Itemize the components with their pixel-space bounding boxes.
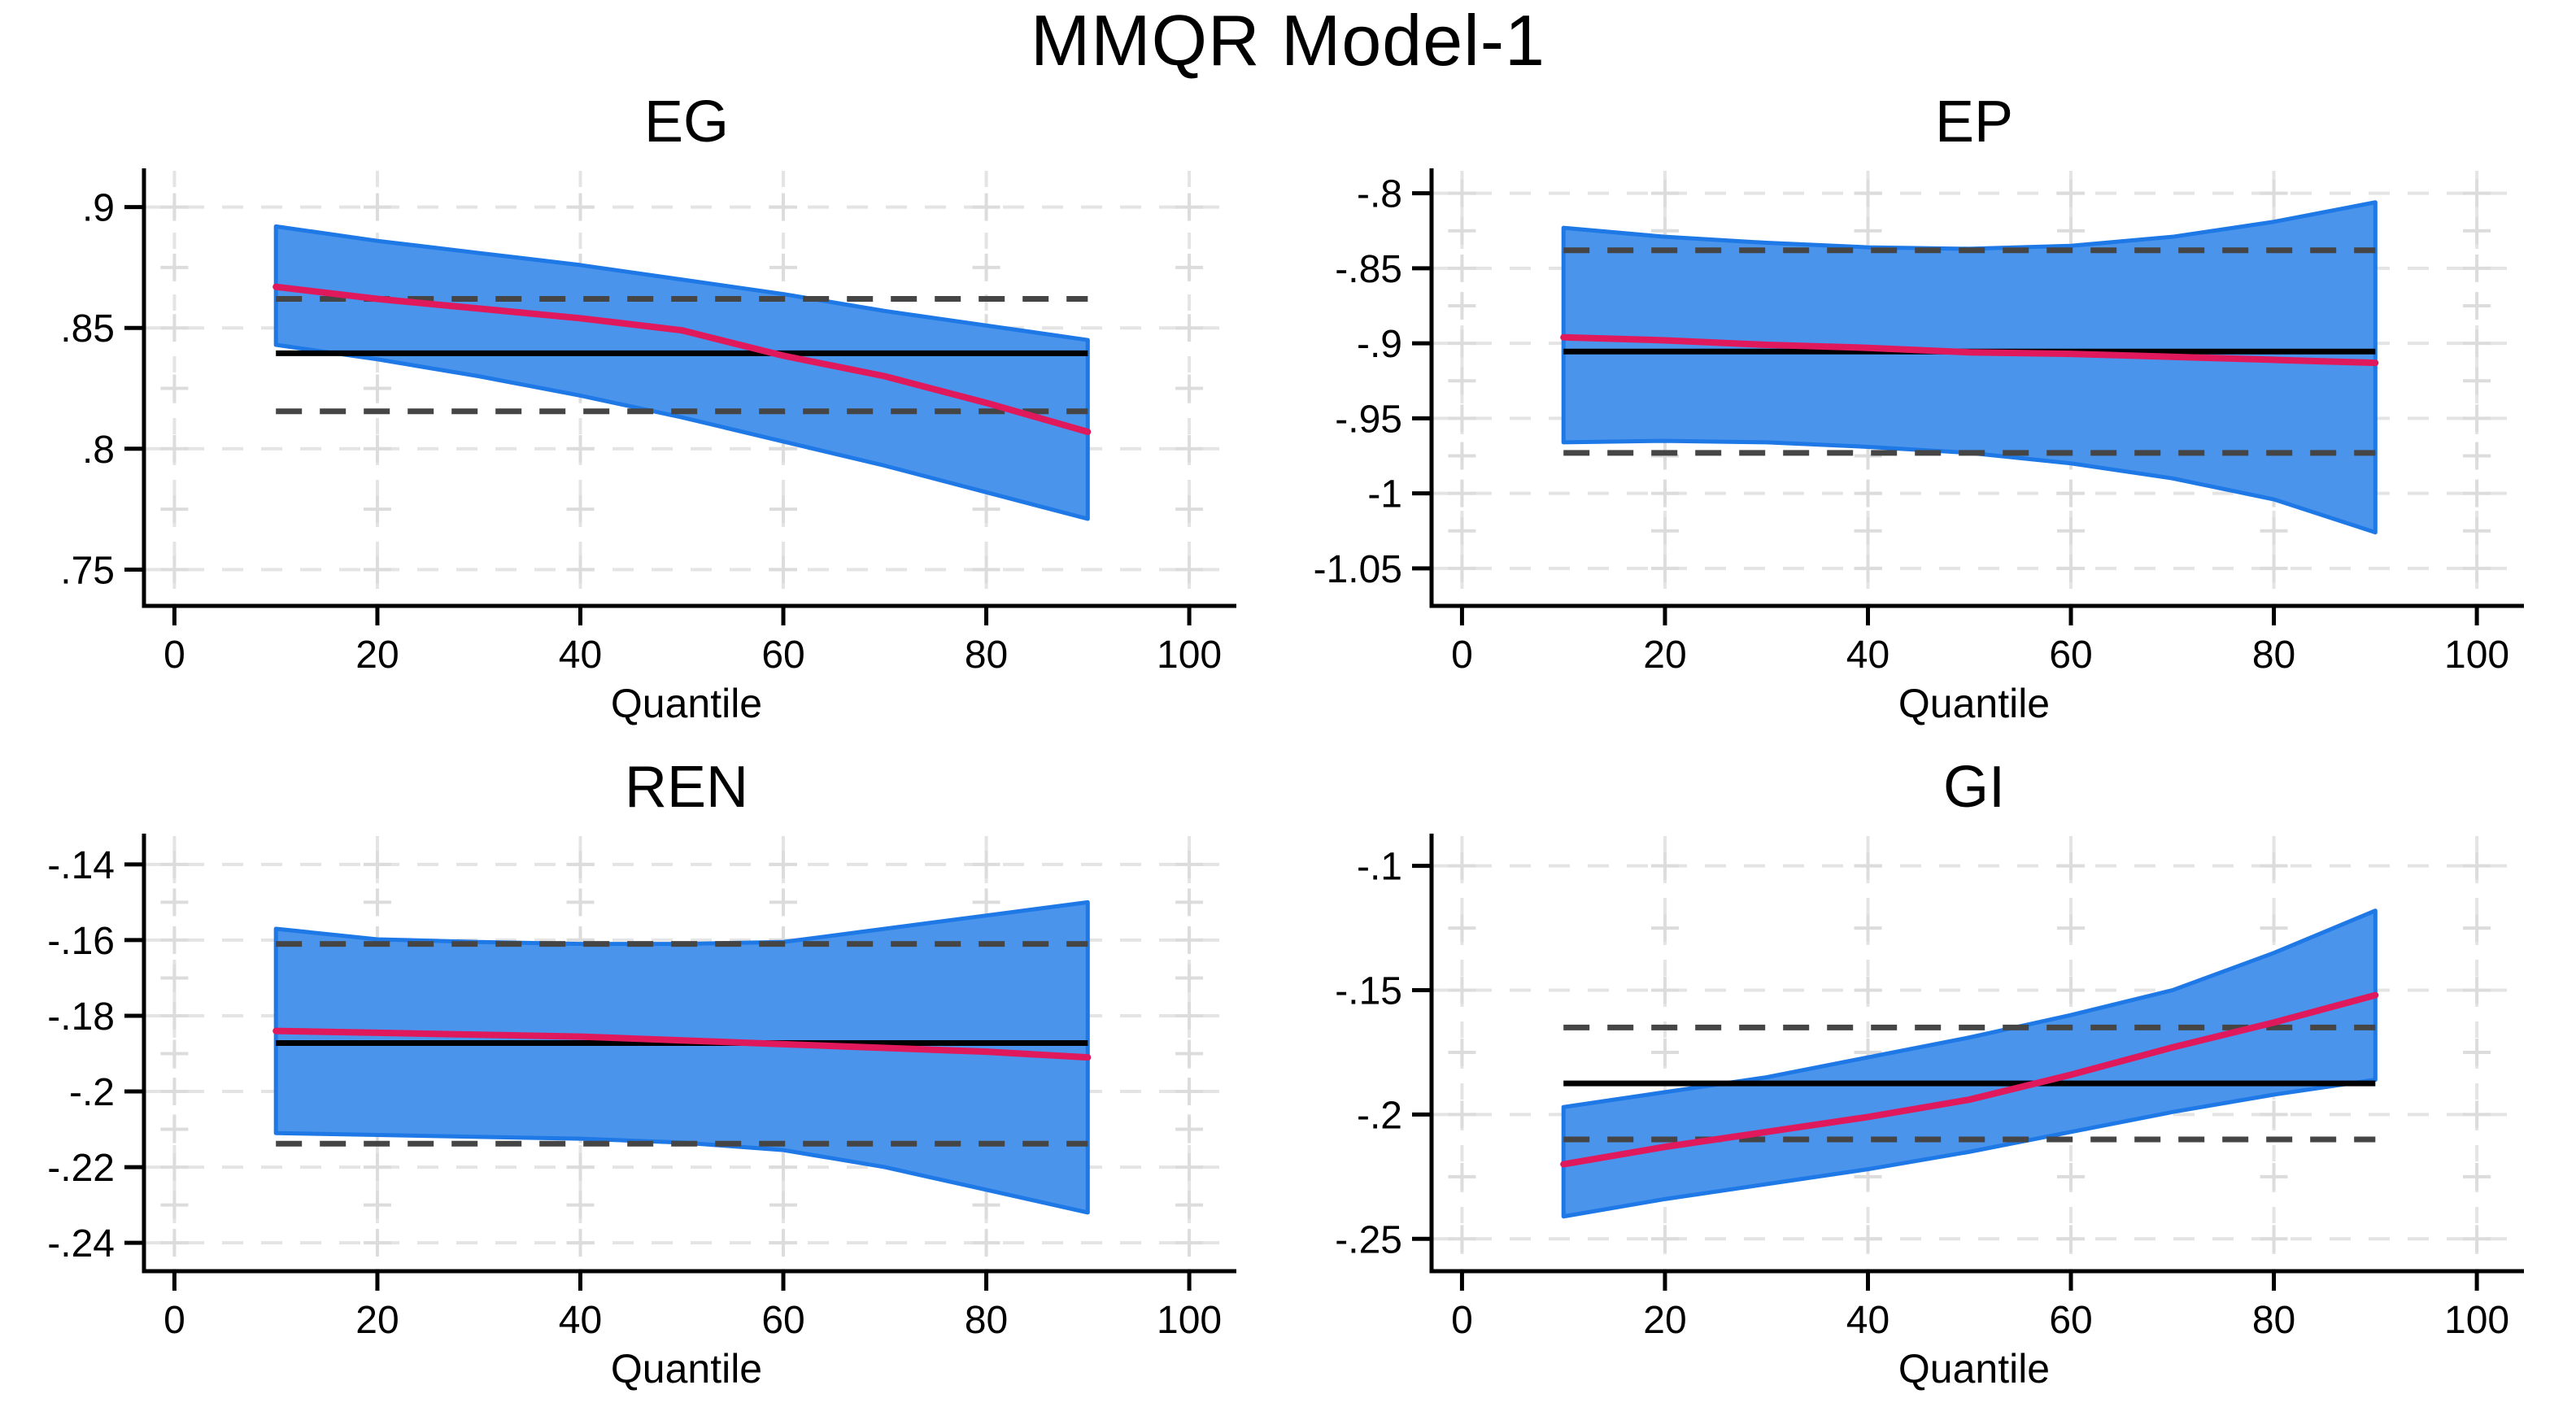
- x-tick-label: 40: [558, 1299, 601, 1342]
- x-tick-label: 40: [1846, 634, 1890, 677]
- quantile-estimate-line: [1560, 992, 2379, 1168]
- x-tick-label: 80: [964, 634, 1007, 677]
- x-tick-label: 40: [558, 634, 601, 677]
- subplot-ren: REN Quantile -.24 -.22 -.2 -.18 -.16 -.14 0 20 4…: [22, 755, 1266, 1397]
- x-axis-label: Quantile: [1898, 681, 2050, 726]
- x-tick-label: 0: [1451, 634, 1473, 677]
- y-tick-label: -.22: [47, 1147, 115, 1190]
- x-axis-label: Quantile: [610, 681, 761, 726]
- subplot-title: REN: [624, 755, 748, 820]
- y-tick-label: -.2: [68, 1071, 114, 1114]
- x-tick-label: 100: [1157, 634, 1222, 677]
- subplot-eg: EG Quantile .75 .8 .85 .9 0 20 40 60 80 100: [22, 89, 1266, 732]
- x-tick-label: 100: [2444, 1299, 2509, 1342]
- ren-chart: REN Quantile -.24 -.22 -.2 -.18 -.16 -.14 0 20 4…: [47, 755, 1236, 1392]
- x-tick-label: 60: [2049, 634, 2092, 677]
- subplot-title: EP: [1935, 89, 2013, 155]
- y-tick-label: -.14: [47, 844, 115, 887]
- subplot-title: GI: [1943, 755, 2005, 820]
- x-tick-label: 20: [1643, 634, 1686, 677]
- x-tick-label: 100: [1157, 1299, 1222, 1342]
- gi-chart: GI Quantile -.25 -.2 -.15 -.1 0 20 40 60 80 100: [1335, 755, 2524, 1392]
- y-tick-label: -.16: [47, 920, 115, 963]
- x-tick-label: 60: [2049, 1299, 2092, 1342]
- y-tick-label: -1.05: [1314, 548, 1402, 591]
- x-tick-label: 0: [163, 634, 185, 677]
- x-tick-label: 20: [355, 634, 399, 677]
- y-tick-label: -.95: [1335, 399, 1402, 442]
- x-tick-label: 0: [1451, 1299, 1473, 1342]
- y-tick-label: -.25: [1335, 1219, 1402, 1262]
- x-tick-label: 60: [761, 1299, 804, 1342]
- y-tick-label: .85: [60, 308, 115, 351]
- x-tick-label: 80: [2252, 1299, 2295, 1342]
- y-tick-label: -.85: [1335, 248, 1402, 291]
- y-tick-label: -.15: [1335, 970, 1402, 1013]
- x-tick-label: 20: [1643, 1299, 1686, 1342]
- y-tick-label: .9: [81, 187, 114, 230]
- x-axis-label: Quantile: [1898, 1346, 2050, 1392]
- y-tick-label: -.8: [1357, 173, 1402, 216]
- x-tick-label: 80: [2252, 634, 2295, 677]
- x-tick-label: 100: [2444, 634, 2509, 677]
- x-tick-label: 40: [1846, 1299, 1890, 1342]
- confidence-band: [1561, 908, 2378, 1219]
- subplot-gi: GI Quantile -.25 -.2 -.15 -.1 0 20 40 60 80 100: [1310, 755, 2554, 1397]
- eg-chart: EG Quantile .75 .8 .85 .9 0 20 40 60 80 100: [60, 89, 1236, 726]
- figure-main-title: MMQR Model-1: [1031, 0, 1545, 81]
- y-tick-label: .8: [81, 429, 114, 472]
- y-tick-label: -.2: [1357, 1095, 1402, 1138]
- quantile-estimate-line: [1560, 334, 2379, 367]
- y-tick-label: -.18: [47, 995, 115, 1039]
- confidence-band: [1561, 200, 2378, 535]
- x-tick-label: 0: [163, 1299, 185, 1342]
- confidence-band: [273, 900, 1090, 1215]
- y-tick-label: -.24: [47, 1222, 115, 1265]
- x-tick-label: 60: [761, 634, 804, 677]
- y-tick-label: .75: [60, 550, 115, 593]
- x-tick-label: 20: [355, 1299, 399, 1342]
- quantile-estimate-line: [272, 1027, 1091, 1061]
- x-tick-label: 80: [964, 1299, 1007, 1342]
- subplot-ep: EP Quantile -1.05 -1 -.95 -.9 -.85 -.8 0 20 40 60…: [1310, 89, 2554, 732]
- x-axis-label: Quantile: [610, 1346, 761, 1392]
- y-tick-label: -1: [1367, 473, 1402, 516]
- confidence-band: [273, 224, 1090, 521]
- subplot-title: EG: [643, 89, 728, 155]
- y-tick-label: -.1: [1357, 846, 1402, 889]
- y-tick-label: -.9: [1357, 324, 1402, 367]
- subplot-grid: EG Quantile .75 .8 .85 .9 0 20 40 60 80 100 EP Qu…: [0, 89, 2576, 1397]
- quantile-estimate-line: [272, 284, 1091, 436]
- ep-chart: EP Quantile -1.05 -1 -.95 -.9 -.85 -.8 0 20 40 60…: [1314, 89, 2524, 726]
